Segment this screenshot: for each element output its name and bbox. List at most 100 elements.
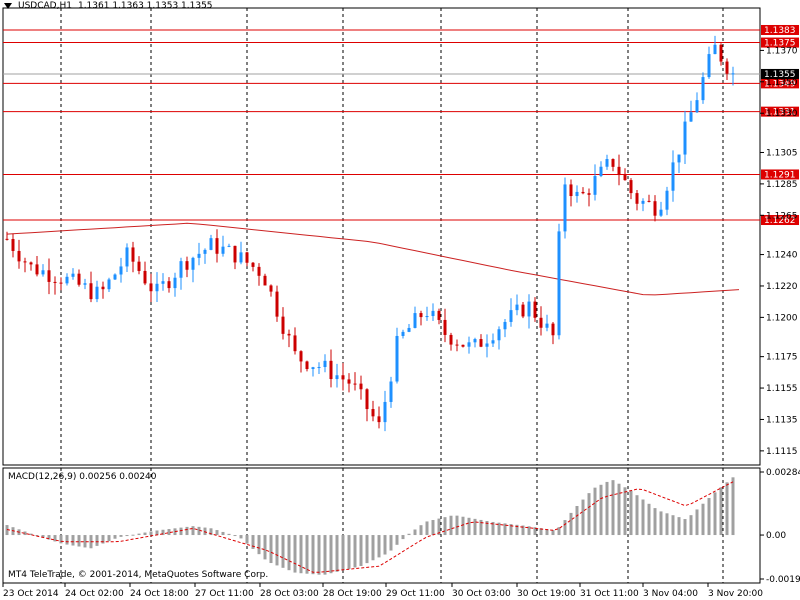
macd-histogram-bar [107,535,111,542]
price-tick-label: 1.1370 [766,46,798,56]
candle-body [317,367,321,369]
macd-histogram-bar [599,484,603,536]
current-price-box [761,68,799,79]
candle-body [365,389,369,410]
candle-body [647,200,651,202]
macd-histogram-bar [53,535,57,542]
symbol-label: USDCAD,H1 [18,1,72,11]
time-tick-label: 29 Oct 11:00 [386,589,445,599]
candle-body [545,323,549,328]
candle-body [449,334,453,345]
candle-body [59,282,63,284]
macd-histogram-bar [197,526,201,536]
time-axis: 23 Oct 2014 24 Oct 02:00 24 Oct 18:00 27 Oc… [2,583,763,599]
candle-body [155,283,159,292]
candle-body [11,239,15,251]
candle-body [269,285,273,292]
candle-body [203,249,207,254]
candle-body [683,121,687,155]
macd-histogram-bar [641,499,645,536]
macd-tick-label: -0.00198 [766,575,800,585]
macd-histogram-bar [509,524,513,536]
macd-histogram-bar [119,535,123,537]
time-tick-label: 28 Oct 03:00 [260,589,319,599]
copyright-text: MT4 TeleTrade, © 2001-2014, MetaQuotes S… [8,570,269,580]
macd-histogram-bar [35,535,39,537]
macd-histogram-bar [143,532,147,536]
candle-body [125,247,129,267]
macd-histogram-bar [557,527,561,536]
macd-histogram-bar [401,535,405,540]
candle-body [113,274,117,280]
candle-body [551,323,555,336]
level-price-label: 1.1349 [764,79,796,89]
macd-histogram-bar [29,533,33,536]
ohlc-values: 1.1361 1.1363 1.1353 1.1355 [77,1,213,11]
candle-body [101,286,105,290]
level-price-label: 1.1383 [764,26,796,36]
macd-histogram-bar [647,503,651,536]
candle-body [305,361,309,370]
candle-body [695,100,699,113]
grid [2,7,761,584]
candle-body [275,291,279,317]
macd-histogram-bar [65,535,69,545]
candle-body [641,200,645,204]
candle-body [539,317,543,328]
candle-body [491,340,495,344]
candle-body [587,193,591,195]
levels: 1.1383 1.1375 1.1349 1.1331 1.1291 1.1262 1.13… [3,24,799,226]
candle-body [251,262,255,267]
candle-body [497,329,501,341]
macd-histogram-bar [671,515,675,536]
macd-axis: 0.00284 0.00 -0.00198 [760,468,800,585]
time-tick-label: 28 Oct 19:00 [323,589,382,599]
macd-histogram-bar [419,525,423,536]
macd-histogram-bar [329,535,333,574]
level-price-box [761,78,799,89]
candle-body [131,247,135,262]
macd-histogram-bar [371,535,375,561]
candle-body [293,335,297,352]
candle-body [17,250,21,262]
moving-average [6,222,740,296]
macd-histogram-bar [251,535,255,549]
macd-histogram-bar [281,535,285,568]
macd-histogram-bar [521,525,525,536]
candle-body [401,331,405,336]
candle-body [89,283,93,300]
candle-body [167,281,171,289]
macd-histogram-bar [137,533,141,536]
macd-histogram-bar [293,535,297,573]
macd-histogram-bar [311,535,315,575]
candle-body [407,327,411,332]
dropdown-arrow-icon[interactable] [4,3,12,9]
macd-histogram-bar [551,530,555,536]
macd-histogram-bar [41,535,45,538]
candle-body [485,343,489,347]
time-tick-label: 30 Oct 19:00 [517,589,576,599]
candle-body [635,193,639,204]
candle-body [209,238,213,250]
candle-body [629,180,633,194]
macd-histogram-bar [485,521,489,536]
candle-body [389,381,393,402]
macd-histogram-bar [191,526,195,536]
candle-body [725,61,729,74]
candle-body [437,310,441,320]
macd-histogram-bar [425,521,429,536]
candle-body [341,375,345,380]
time-tick-label: 24 Oct 18:00 [130,589,189,599]
macd-histogram-bar [161,529,165,536]
macd-histogram-bar [167,529,171,536]
macd-histogram-bar [323,535,327,575]
candle-body [575,191,579,197]
macd-histogram-bar [305,535,309,574]
candle-body [53,281,57,283]
macd-histogram-bar [71,535,75,546]
macd-histogram-bar [491,521,495,536]
macd-title: MACD(12,26,9) 0.00256 0.00240 [8,472,157,482]
price-axis: 1.13701.13501.13301.13051.12851.12651.12… [760,46,798,457]
